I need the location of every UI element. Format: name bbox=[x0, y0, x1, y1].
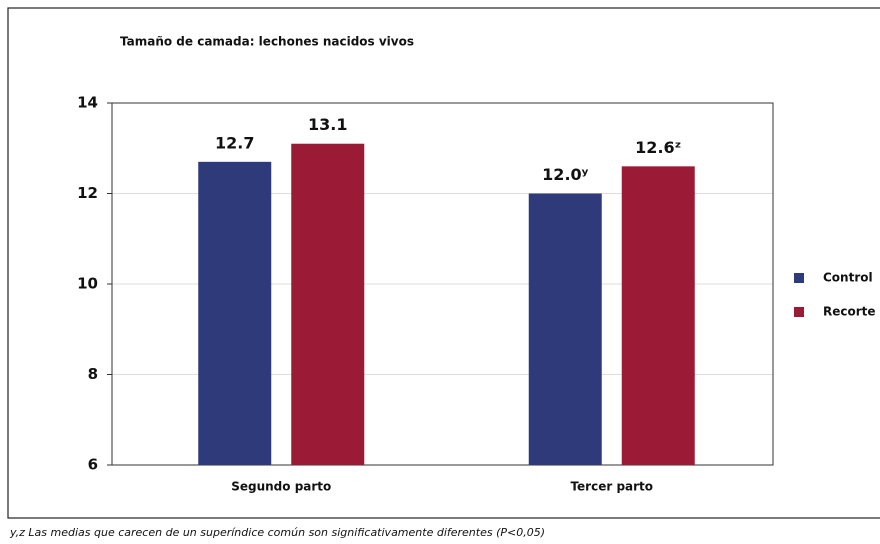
x-tick-label: Segundo parto bbox=[231, 480, 331, 494]
y-tick-label: 12 bbox=[77, 184, 98, 202]
footnote: y,z Las medias que carecen de un superín… bbox=[9, 526, 545, 539]
chart-title: Tamaño de camada: lechones nacidos vivos bbox=[120, 35, 414, 49]
legend-swatch bbox=[794, 273, 804, 283]
plot-border bbox=[111, 102, 774, 466]
y-tick-label: 6 bbox=[88, 456, 98, 474]
legend-swatch bbox=[794, 307, 804, 317]
legend-label: Recorte bbox=[823, 305, 876, 319]
y-tick-label: 10 bbox=[77, 275, 98, 293]
bar bbox=[528, 193, 602, 465]
bar bbox=[621, 166, 695, 465]
value-label: 12.6ᶻ bbox=[635, 138, 681, 157]
y-tick-label: 14 bbox=[77, 94, 98, 112]
bar bbox=[198, 161, 272, 465]
x-tick-label: Tercer parto bbox=[570, 480, 653, 494]
value-label: 13.1 bbox=[308, 115, 347, 134]
value-label: 12.0ʸ bbox=[542, 165, 588, 184]
frame bbox=[7, 7, 880, 519]
value-label: 12.7 bbox=[215, 133, 254, 152]
bar bbox=[291, 143, 365, 465]
legend-label: Control bbox=[823, 271, 873, 285]
y-tick-label: 8 bbox=[88, 365, 98, 383]
